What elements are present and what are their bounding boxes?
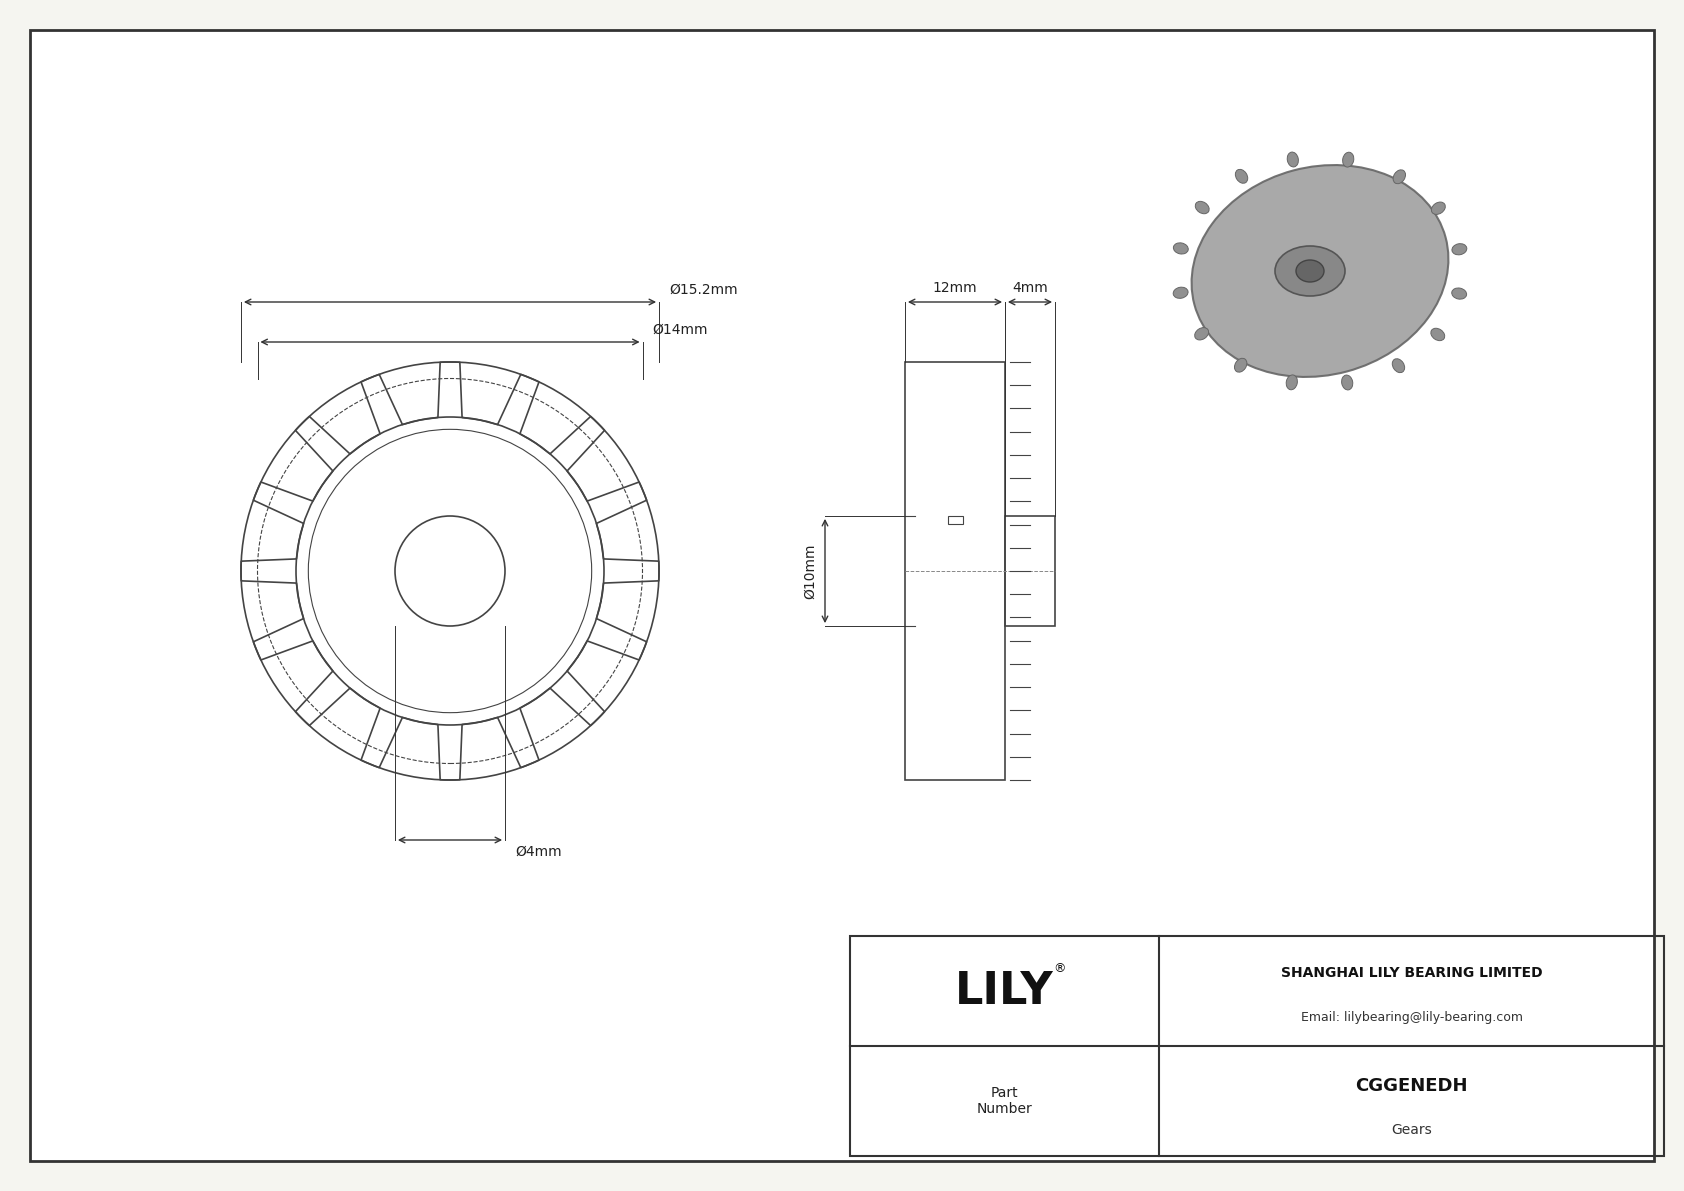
Ellipse shape bbox=[1342, 152, 1354, 167]
Ellipse shape bbox=[1194, 328, 1209, 339]
Ellipse shape bbox=[1287, 152, 1298, 167]
Text: Ø15.2mm: Ø15.2mm bbox=[669, 283, 738, 297]
Text: Ø4mm: Ø4mm bbox=[515, 844, 562, 859]
Ellipse shape bbox=[1275, 247, 1346, 297]
Text: Ø14mm: Ø14mm bbox=[652, 323, 707, 337]
Ellipse shape bbox=[1342, 375, 1352, 389]
Ellipse shape bbox=[1297, 260, 1324, 282]
Ellipse shape bbox=[1236, 169, 1248, 183]
Ellipse shape bbox=[1174, 287, 1189, 298]
Bar bbox=[948, 516, 963, 524]
Text: LILY: LILY bbox=[955, 969, 1054, 1012]
Ellipse shape bbox=[1452, 288, 1467, 299]
Ellipse shape bbox=[1431, 202, 1445, 214]
Text: SHANGHAI LILY BEARING LIMITED: SHANGHAI LILY BEARING LIMITED bbox=[1282, 966, 1543, 980]
Ellipse shape bbox=[1452, 244, 1467, 255]
Bar bbox=[850, 936, 1664, 1156]
Ellipse shape bbox=[1196, 201, 1209, 213]
Ellipse shape bbox=[1393, 358, 1404, 373]
Ellipse shape bbox=[1192, 166, 1448, 376]
Text: Gears: Gears bbox=[1391, 1123, 1431, 1136]
Bar bbox=[904, 362, 1005, 780]
Text: 12mm: 12mm bbox=[933, 281, 977, 295]
Ellipse shape bbox=[1174, 243, 1189, 254]
Ellipse shape bbox=[1431, 329, 1445, 341]
Ellipse shape bbox=[1287, 375, 1297, 389]
Text: 4mm: 4mm bbox=[1012, 281, 1047, 295]
Text: Part
Number: Part Number bbox=[977, 1086, 1032, 1116]
Text: Email: lilybearing@lily-bearing.com: Email: lilybearing@lily-bearing.com bbox=[1300, 1011, 1522, 1024]
Text: Ø10mm: Ø10mm bbox=[803, 543, 817, 599]
Bar bbox=[1005, 516, 1054, 626]
Text: ®: ® bbox=[1054, 962, 1066, 975]
Text: CGGENEDH: CGGENEDH bbox=[1356, 1077, 1468, 1095]
Ellipse shape bbox=[1234, 358, 1246, 372]
Ellipse shape bbox=[1393, 170, 1406, 183]
